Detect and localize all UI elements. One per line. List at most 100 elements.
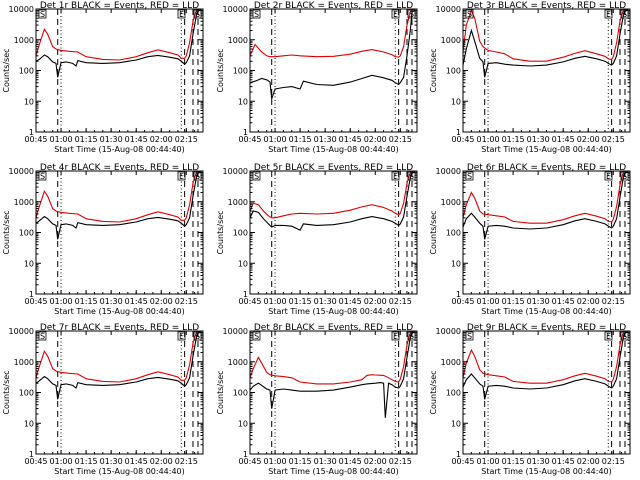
y-tick-label: 10000 xyxy=(223,5,248,14)
x-tick-label: 01:15 xyxy=(502,457,525,466)
x-tick-label: 01:30 xyxy=(100,457,123,466)
marker-box xyxy=(193,331,202,341)
marker-box xyxy=(620,9,629,19)
marker-box xyxy=(252,171,261,181)
marker-box-label: S xyxy=(622,10,627,19)
y-tick-label: 1 xyxy=(456,450,461,459)
y-tick-label: 100 xyxy=(233,389,248,398)
x-tick-label: 01:15 xyxy=(289,297,312,306)
x-tick-label: 00:45 xyxy=(238,297,261,306)
x-tick-label: 02:15 xyxy=(602,135,625,144)
x-tick-label: 01:45 xyxy=(339,297,362,306)
y-tick-label: 1000 xyxy=(228,198,248,207)
x-tick-label: 01:00 xyxy=(477,297,500,306)
marker-box-label: S xyxy=(467,10,472,19)
y-tick-label: 1000 xyxy=(14,36,34,45)
detector-panel-1: 00:45 01:00 01:15 01:30 01:45 02:00 02:15 1 10 10… xyxy=(2,1,204,154)
detector-panel-3: 00:45 01:00 01:15 01:30 01:45 02:00 02:15 1 10 10… xyxy=(429,1,631,154)
detector-panel-4: 00:45 01:00 01:15 01:30 01:45 02:00 02:15 1 10 10… xyxy=(2,163,204,316)
lld-series-line xyxy=(36,171,202,223)
y-tick-label: 10 xyxy=(24,259,34,268)
y-axis-label: Counts/sec xyxy=(216,48,225,92)
x-tick-label: 00:45 xyxy=(24,457,47,466)
y-tick-label: 1000 xyxy=(228,358,248,367)
y-axis-label: Counts/sec xyxy=(2,48,11,92)
y-tick-label: 100 xyxy=(19,229,34,238)
y-axis-label: Counts/sec xyxy=(429,48,438,92)
x-tick-label: 00:45 xyxy=(451,135,474,144)
x-tick-label: 01:00 xyxy=(264,135,287,144)
y-axis-label: Counts/sec xyxy=(2,370,11,414)
y-tick-label: 100 xyxy=(19,389,34,398)
y-tick-label: 10 xyxy=(451,419,461,428)
x-axis-label: Start Time (15-Aug-08 00:44:40) xyxy=(481,467,612,476)
x-tick-label: 00:45 xyxy=(238,135,261,144)
marker-box xyxy=(604,331,613,341)
marker-box xyxy=(465,331,474,341)
x-tick-label: 01:00 xyxy=(50,297,73,306)
marker-box-label: S xyxy=(40,10,45,19)
y-tick-label: 1000 xyxy=(14,358,34,367)
x-tick-label: 01:15 xyxy=(289,135,312,144)
x-axis-label: Start Time (15-Aug-08 00:44:40) xyxy=(54,307,185,316)
marker-box-label: S xyxy=(409,332,414,341)
marker-box-label: E xyxy=(393,332,398,341)
marker-box xyxy=(407,9,416,19)
x-tick-label: 01:15 xyxy=(75,135,98,144)
detector-panel-7: 00:45 01:00 01:15 01:30 01:45 02:00 02:15 1 10 10… xyxy=(2,323,204,476)
marker-box-label: S xyxy=(40,172,45,181)
x-tick-label: 01:30 xyxy=(527,457,550,466)
x-tick-label: 02:15 xyxy=(389,135,412,144)
x-tick-label: 00:45 xyxy=(451,457,474,466)
y-tick-label: 10000 xyxy=(223,167,248,176)
marker-box xyxy=(407,171,416,181)
marker-box-label: E xyxy=(606,10,611,19)
y-tick-label: 1 xyxy=(243,450,248,459)
detector-panel-5: 00:45 01:00 01:15 01:30 01:45 02:00 02:15 1 10 10… xyxy=(216,163,418,316)
x-axis-label: Start Time (15-Aug-08 00:44:40) xyxy=(268,145,399,154)
x-tick-label: 01:00 xyxy=(477,457,500,466)
x-tick-label: 02:00 xyxy=(150,135,173,144)
marker-box-label: S xyxy=(254,172,259,181)
y-tick-label: 100 xyxy=(446,67,461,76)
marker-box xyxy=(465,171,474,181)
marker-box-label: E xyxy=(179,10,184,19)
x-tick-label: 01:45 xyxy=(339,457,362,466)
marker-box-label: E xyxy=(393,10,398,19)
x-tick-label: 01:45 xyxy=(339,135,362,144)
y-axis-label: Counts/sec xyxy=(216,210,225,254)
marker-box-label: S xyxy=(409,10,414,19)
y-tick-label: 100 xyxy=(19,67,34,76)
y-axis-label: Counts/sec xyxy=(2,210,11,254)
y-tick-label: 100 xyxy=(233,67,248,76)
x-tick-label: 01:30 xyxy=(100,135,123,144)
panel-title: Det 1r BLACK = Events, RED = LLD xyxy=(40,1,199,11)
marker-box-label: E xyxy=(393,172,398,181)
marker-box-label: S xyxy=(409,172,414,181)
x-tick-label: 02:00 xyxy=(577,135,600,144)
events-series-line xyxy=(463,171,629,240)
x-tick-label: 01:30 xyxy=(527,135,550,144)
x-axis-label: Start Time (15-Aug-08 00:44:40) xyxy=(481,145,612,154)
y-tick-label: 1000 xyxy=(441,198,461,207)
panel-title: Det 7r BLACK = Events, RED = LLD xyxy=(40,323,199,333)
detector-panel-8: 00:45 01:00 01:15 01:30 01:45 02:00 02:15 1 10 10… xyxy=(216,323,418,476)
y-tick-label: 10000 xyxy=(436,167,461,176)
x-tick-label: 02:15 xyxy=(389,297,412,306)
marker-box xyxy=(620,171,629,181)
x-tick-label: 01:30 xyxy=(314,135,337,144)
y-tick-label: 1 xyxy=(456,290,461,299)
events-series-line xyxy=(250,9,416,99)
lld-series-line xyxy=(463,331,629,384)
y-axis-label: Counts/sec xyxy=(216,370,225,414)
detector-panel-6: 00:45 01:00 01:15 01:30 01:45 02:00 02:15 1 10 10… xyxy=(429,163,631,316)
x-tick-label: 01:00 xyxy=(264,457,287,466)
x-tick-label: 01:15 xyxy=(502,135,525,144)
x-tick-label: 02:00 xyxy=(364,297,387,306)
y-tick-label: 1 xyxy=(29,290,34,299)
marker-box xyxy=(193,171,202,181)
events-series-line xyxy=(250,331,416,418)
marker-box xyxy=(391,9,400,19)
y-tick-label: 10000 xyxy=(9,327,34,336)
marker-box xyxy=(407,331,416,341)
